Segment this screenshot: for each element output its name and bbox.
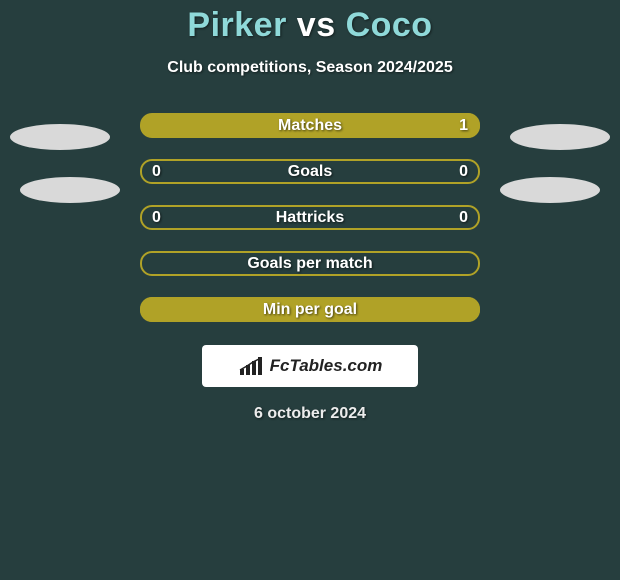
subtitle: Club competitions, Season 2024/2025 — [0, 59, 620, 77]
stat-row: Hattricks 0 0 — [140, 205, 480, 230]
avatar-placeholder — [20, 177, 120, 203]
avatar-placeholder — [10, 124, 110, 150]
date-text: 6 october 2024 — [0, 405, 620, 423]
stat-label: Min per goal — [263, 301, 357, 319]
stat-label-wrap: Min per goal — [140, 297, 480, 322]
title-vs: vs — [297, 6, 336, 44]
page-title: Pirker vs Coco — [0, 0, 620, 45]
stat-label-wrap: Hattricks — [140, 205, 480, 230]
title-player1: Pirker — [187, 6, 286, 44]
stat-row: Min per goal — [140, 297, 480, 322]
stat-label-wrap: Goals — [140, 159, 480, 184]
stat-value-left: 0 — [152, 159, 161, 184]
title-player2: Coco — [346, 6, 433, 44]
stat-value-left: 0 — [152, 205, 161, 230]
stat-label-wrap: Goals per match — [140, 251, 480, 276]
avatar-placeholder — [500, 177, 600, 203]
stat-label-wrap: Matches — [140, 113, 480, 138]
stat-label: Goals — [288, 163, 332, 181]
stat-row: Goals 0 0 — [140, 159, 480, 184]
stat-value-right: 0 — [459, 159, 468, 184]
logo-text: FcTables.com — [270, 356, 383, 376]
stat-row: Goals per match — [140, 251, 480, 276]
stat-value-right: 1 — [459, 113, 468, 138]
stat-value-right: 0 — [459, 205, 468, 230]
stat-label: Goals per match — [247, 255, 372, 273]
stat-label: Hattricks — [276, 209, 344, 227]
avatar-placeholder — [510, 124, 610, 150]
bars-icon — [238, 355, 266, 377]
stat-row: Matches 1 — [140, 113, 480, 138]
stat-label: Matches — [278, 117, 342, 135]
logo-box: FcTables.com — [202, 345, 418, 387]
